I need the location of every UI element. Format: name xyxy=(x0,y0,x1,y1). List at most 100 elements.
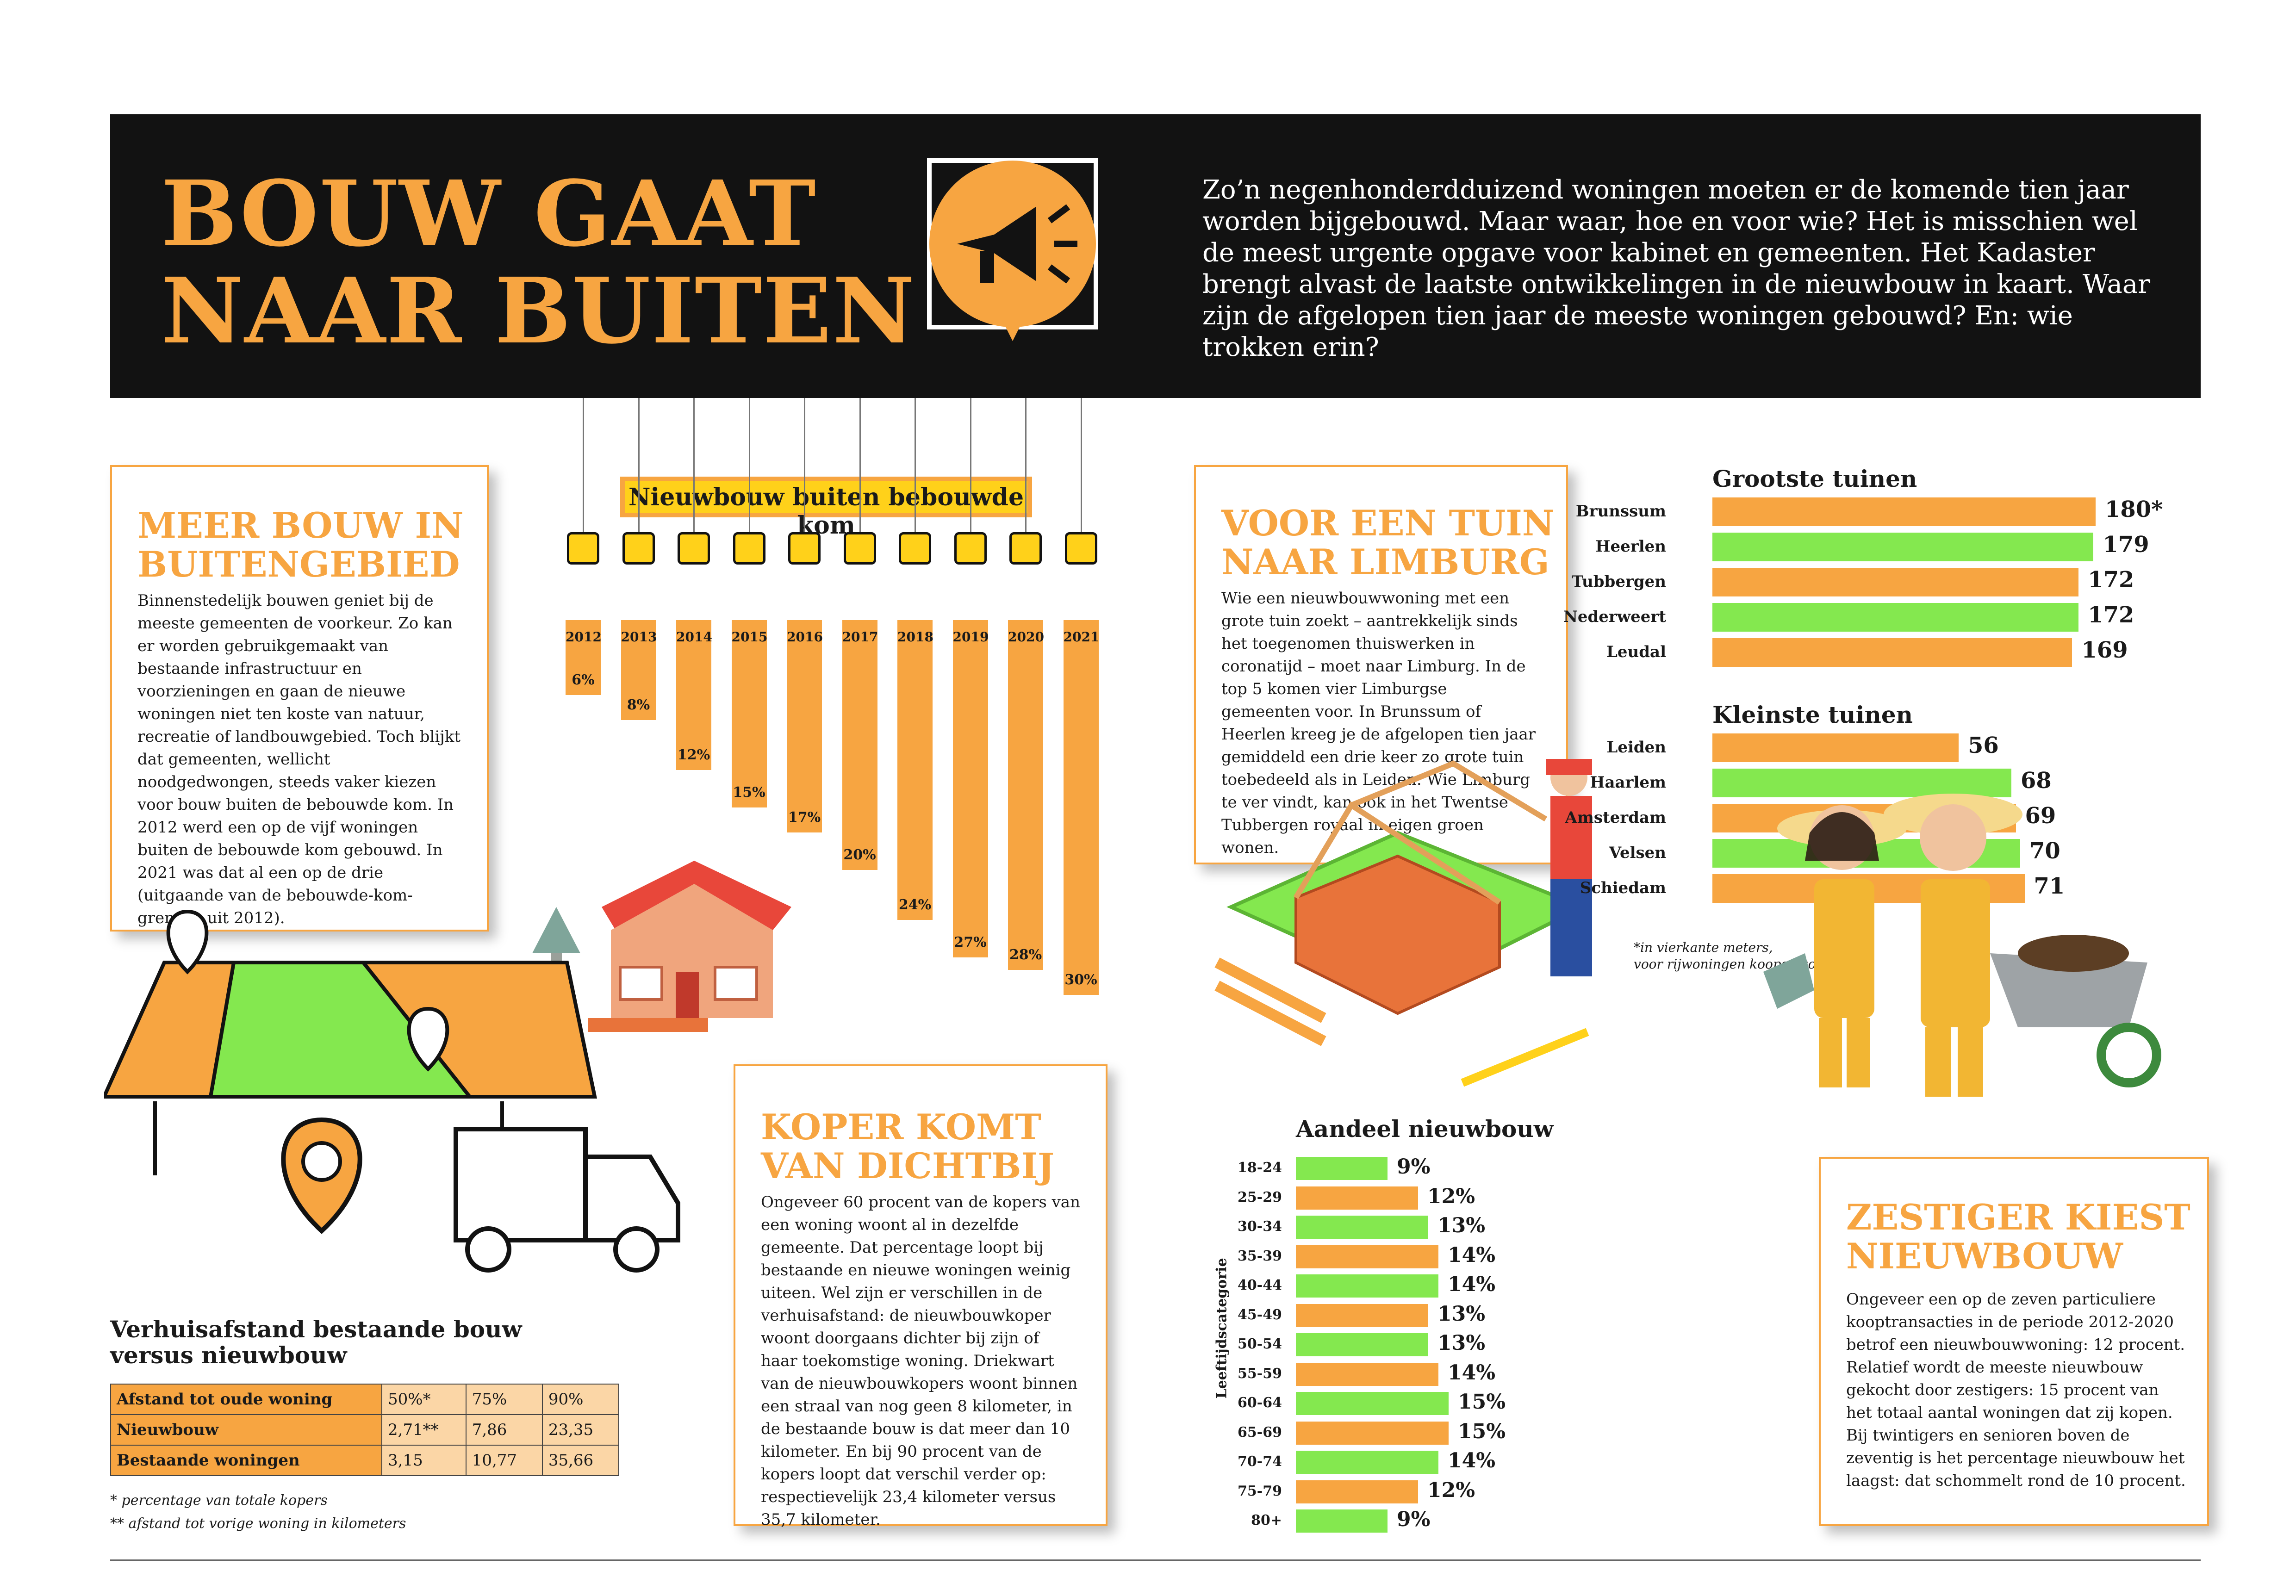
crane-year-label: 2020 xyxy=(1008,629,1044,645)
megaphone-icon xyxy=(927,158,1098,341)
age-category-label: 30-34 xyxy=(1238,1218,1282,1235)
crane-value-label: 17% xyxy=(788,809,821,826)
garden-bar xyxy=(1712,603,2079,632)
house-illustration xyxy=(532,861,791,1032)
garden-category-label: Velsen xyxy=(1609,844,1666,862)
distance-footnote-2: ** afstand tot vorige woning in kilomete… xyxy=(110,1515,406,1532)
age-category-label: 18-24 xyxy=(1238,1160,1282,1176)
garden-bar xyxy=(1712,638,2072,667)
age-bar xyxy=(1296,1304,1428,1327)
crane-value-label: 30% xyxy=(1064,972,1097,988)
distance-footnote-1: * percentage van totale kopers xyxy=(110,1492,328,1509)
table-cell: 23,35 xyxy=(541,1414,620,1446)
crane-year-label: 2017 xyxy=(842,629,878,645)
koper-heading-1: KOPER KOMT xyxy=(761,1106,1041,1148)
table-cell: Afstand tot oude woning xyxy=(110,1384,382,1415)
hook-icon xyxy=(954,532,987,565)
age-value-label: 14% xyxy=(1448,1243,1496,1267)
age-bar xyxy=(1296,1392,1449,1415)
crane-sign: Nieuwbouw buiten bebouwde kom xyxy=(620,477,1032,540)
crane-bar xyxy=(1008,620,1043,970)
age-category-label: 70-74 xyxy=(1238,1453,1282,1470)
crane-year-label: 2014 xyxy=(676,629,712,645)
age-value-label: 15% xyxy=(1458,1419,1506,1443)
garden-value-label: 169 xyxy=(2081,637,2128,663)
crane-year-label: 2016 xyxy=(787,629,823,645)
age-bar xyxy=(1296,1362,1438,1386)
crane-cable xyxy=(1080,398,1082,537)
koper-heading-2: VAN DICHTBIJ xyxy=(761,1145,1055,1186)
zestiger-text: Ongeveer een op de zeven particuliere ko… xyxy=(1846,1290,2186,1490)
age-bar xyxy=(1296,1274,1438,1298)
table-cell: 50%* xyxy=(381,1384,467,1415)
crane-value-label: 27% xyxy=(954,934,987,950)
hook-icon xyxy=(899,532,931,565)
crane-year-label: 2015 xyxy=(731,629,768,645)
crane-bar xyxy=(566,620,601,695)
koper-box: KOPER KOMT VAN DICHTBIJ Ongeveer 60 proc… xyxy=(734,1064,1108,1529)
garden-chart-title: Grootste tuinen xyxy=(1712,465,1917,492)
meer-bouw-heading-1: MEER BOUW IN xyxy=(137,505,464,546)
garden-value-label: 71 xyxy=(2034,873,2065,899)
age-value-label: 14% xyxy=(1448,1273,1496,1296)
age-category-label: 35-39 xyxy=(1238,1248,1282,1264)
hook-icon xyxy=(1009,532,1042,565)
crane-cable xyxy=(583,398,584,537)
age-chart-title: Aandeel nieuwbouw xyxy=(1296,1115,1554,1143)
hook-icon xyxy=(788,532,821,565)
table-cell: 90% xyxy=(541,1384,620,1415)
crane-value-label: 20% xyxy=(843,847,876,863)
age-bar xyxy=(1296,1509,1388,1533)
zestiger-box: ZESTIGER KIEST NIEUWBOUW Ongeveer een op… xyxy=(1819,1157,2209,1526)
crane-value-label: 8% xyxy=(627,697,650,713)
garden-category-label: Nederweert xyxy=(1563,608,1666,626)
bottom-divider xyxy=(110,1559,2201,1561)
table-cell: 3,15 xyxy=(381,1445,467,1476)
crane-cable xyxy=(748,398,750,537)
crane-bar xyxy=(621,620,656,720)
meer-bouw-heading: MEER BOUW IN BUITENGEBIED xyxy=(137,506,464,584)
garden-value-label: 68 xyxy=(2021,768,2052,794)
zestiger-heading-2: NIEUWBOUW xyxy=(1846,1236,2123,1277)
hook-icon xyxy=(733,532,765,565)
crane-bar xyxy=(731,620,767,807)
header-banner: BOUW GAAT NAAR BUITEN Zo’n negenhonderdd… xyxy=(110,114,2201,398)
distance-title-2: versus nieuwbouw xyxy=(110,1341,347,1369)
garden-category-label: Leudal xyxy=(1606,643,1666,661)
age-bar xyxy=(1296,1186,1418,1210)
crane-year-label: 2018 xyxy=(897,629,933,645)
garden-bar xyxy=(1712,533,2094,561)
age-category-label: 80+ xyxy=(1251,1512,1282,1528)
zestiger-heading-1: ZESTIGER KIEST xyxy=(1846,1197,2190,1238)
crane-bar xyxy=(952,620,988,957)
gardeners-illustration xyxy=(1763,794,2161,1097)
age-bar xyxy=(1296,1157,1388,1180)
voor-tuin-heading-2: NAAR LIMBURG xyxy=(1221,541,1549,583)
hook-icon xyxy=(622,532,655,565)
intro-text: Zo’n negenhonderdduizend woningen moeten… xyxy=(1202,175,2151,362)
age-category-label: 25-29 xyxy=(1238,1189,1282,1205)
crane-year-label: 2012 xyxy=(566,629,602,645)
garden-value-label: 69 xyxy=(2025,803,2056,829)
hook-icon xyxy=(567,532,599,565)
map-truck-illustration xyxy=(104,909,680,1273)
garden-category-label: Schiedam xyxy=(1580,879,1666,897)
age-category-label: 75-79 xyxy=(1238,1483,1282,1499)
voor-tuin-heading-1: VOOR EEN TUIN xyxy=(1221,503,1555,544)
age-bar xyxy=(1296,1480,1418,1503)
age-category-label: 40-44 xyxy=(1238,1277,1282,1293)
garden-value-label: 70 xyxy=(2029,838,2060,864)
table-cell: 7,86 xyxy=(465,1414,543,1446)
crane-value-label: 24% xyxy=(898,897,932,913)
age-bar xyxy=(1296,1333,1428,1356)
crane-cable xyxy=(970,398,971,537)
crane-year-label: 2021 xyxy=(1063,629,1100,645)
crane-value-label: 6% xyxy=(572,672,595,688)
table-cell: Bestaande woningen xyxy=(110,1445,382,1476)
age-value-label: 9% xyxy=(1397,1508,1431,1531)
garden-category-label: Tubbergen xyxy=(1571,572,1666,591)
garden-value-label: 180* xyxy=(2105,497,2163,522)
age-category-label: 55-59 xyxy=(1238,1365,1282,1382)
garden-value-label: 56 xyxy=(1968,733,1999,758)
